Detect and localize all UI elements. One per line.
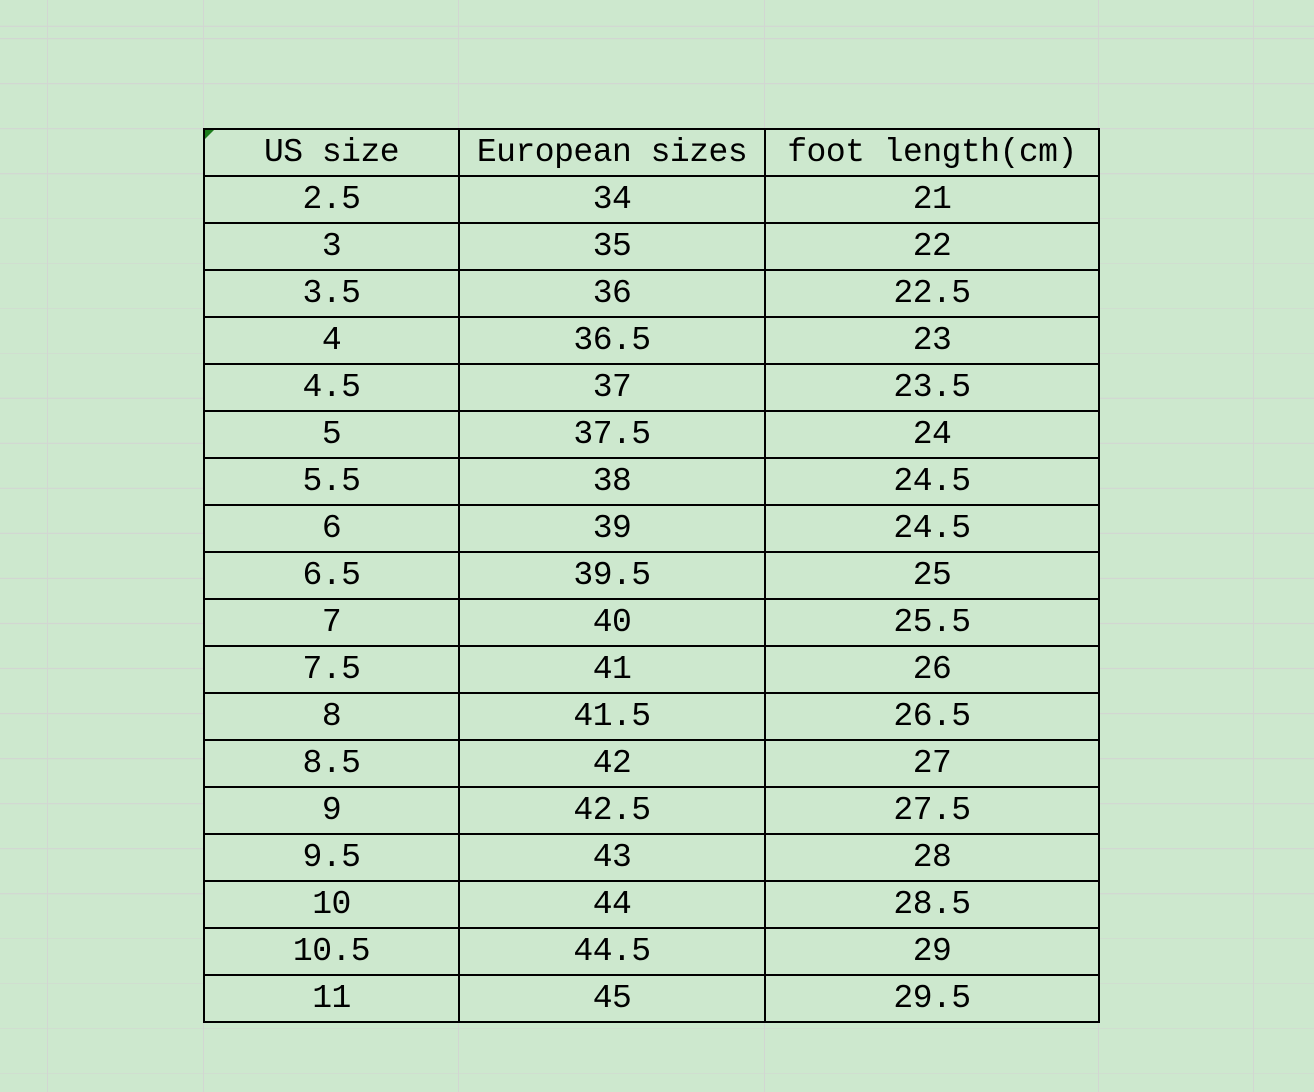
table-cell[interactable]: 28 xyxy=(764,833,1100,882)
table-cell[interactable]: 25 xyxy=(764,551,1100,600)
table-cell[interactable]: 6 xyxy=(203,504,460,553)
table-row: 3.5 36 22.5 xyxy=(203,269,1100,318)
table-cell[interactable]: 42 xyxy=(458,739,766,788)
table-row: 2.5 34 21 xyxy=(203,175,1100,224)
table-cell[interactable]: 9 xyxy=(203,786,460,835)
table-cell[interactable]: 36 xyxy=(458,269,766,318)
table-cell[interactable]: 8.5 xyxy=(203,739,460,788)
table-cell[interactable]: 4.5 xyxy=(203,363,460,412)
column-header[interactable]: foot length(cm) xyxy=(764,128,1100,177)
table-cell[interactable]: 44.5 xyxy=(458,927,766,976)
table-row: 9.5 43 28 xyxy=(203,833,1100,882)
table-row: 8.5 42 27 xyxy=(203,739,1100,788)
table-cell[interactable]: 11 xyxy=(203,974,460,1023)
table-row: 4.5 37 23.5 xyxy=(203,363,1100,412)
table-cell[interactable]: 41.5 xyxy=(458,692,766,741)
gridline-vertical xyxy=(47,0,48,1092)
table-cell[interactable]: 9.5 xyxy=(203,833,460,882)
table-row: 10.5 44.5 29 xyxy=(203,927,1100,976)
table-cell[interactable]: 2.5 xyxy=(203,175,460,224)
shoe-size-conversion-table: US size European sizes foot length(cm) 2.5… xyxy=(203,128,1100,1023)
table-cell[interactable]: 7.5 xyxy=(203,645,460,694)
table-cell[interactable]: 39 xyxy=(458,504,766,553)
table-cell[interactable]: 35 xyxy=(458,222,766,271)
table-row: 4 36.5 23 xyxy=(203,316,1100,365)
table-cell[interactable]: 4 xyxy=(203,316,460,365)
table-row: 6.5 39.5 25 xyxy=(203,551,1100,600)
table-cell[interactable]: 23 xyxy=(764,316,1100,365)
table-cell[interactable]: 34 xyxy=(458,175,766,224)
table-cell[interactable]: 24 xyxy=(764,410,1100,459)
table-cell[interactable]: 23.5 xyxy=(764,363,1100,412)
table-cell[interactable]: 24.5 xyxy=(764,504,1100,553)
table-cell[interactable]: 42.5 xyxy=(458,786,766,835)
table-cell[interactable]: 22.5 xyxy=(764,269,1100,318)
table-row: 11 45 29.5 xyxy=(203,974,1100,1023)
table-cell[interactable]: 25.5 xyxy=(764,598,1100,647)
table-row: 9 42.5 27.5 xyxy=(203,786,1100,835)
table-cell[interactable]: 3.5 xyxy=(203,269,460,318)
table-cell[interactable]: 29.5 xyxy=(764,974,1100,1023)
table-cell[interactable]: 45 xyxy=(458,974,766,1023)
column-header[interactable]: European sizes xyxy=(458,128,766,177)
table-cell[interactable]: 21 xyxy=(764,175,1100,224)
table-cell[interactable]: 26.5 xyxy=(764,692,1100,741)
table-cell[interactable]: 26 xyxy=(764,645,1100,694)
table-row: 3 35 22 xyxy=(203,222,1100,271)
table-cell[interactable]: 27 xyxy=(764,739,1100,788)
table-cell[interactable]: 5 xyxy=(203,410,460,459)
table-row: 6 39 24.5 xyxy=(203,504,1100,553)
table-cell[interactable]: 37 xyxy=(458,363,766,412)
table-cell[interactable]: 8 xyxy=(203,692,460,741)
table-row: 5 37.5 24 xyxy=(203,410,1100,459)
table-row: 5.5 38 24.5 xyxy=(203,457,1100,506)
table-row: 8 41.5 26.5 xyxy=(203,692,1100,741)
table-cell[interactable]: 27.5 xyxy=(764,786,1100,835)
table-cell[interactable]: 28.5 xyxy=(764,880,1100,929)
table-cell[interactable]: 24.5 xyxy=(764,457,1100,506)
table-row: 10 44 28.5 xyxy=(203,880,1100,929)
table-row: 7 40 25.5 xyxy=(203,598,1100,647)
table-cell[interactable]: 37.5 xyxy=(458,410,766,459)
table-cell[interactable]: 38 xyxy=(458,457,766,506)
cell-error-indicator-icon xyxy=(205,130,214,139)
table-cell[interactable]: 41 xyxy=(458,645,766,694)
table-cell[interactable]: 10.5 xyxy=(203,927,460,976)
table-cell[interactable]: 29 xyxy=(764,927,1100,976)
table-cell[interactable]: 3 xyxy=(203,222,460,271)
table-cell[interactable]: 22 xyxy=(764,222,1100,271)
header-row: US size European sizes foot length(cm) xyxy=(203,128,1100,177)
table-cell[interactable]: 10 xyxy=(203,880,460,929)
table-cell[interactable]: 5.5 xyxy=(203,457,460,506)
column-header[interactable]: US size xyxy=(203,128,460,177)
table-cell[interactable]: 40 xyxy=(458,598,766,647)
table-cell[interactable]: 43 xyxy=(458,833,766,882)
table-cell[interactable]: 36.5 xyxy=(458,316,766,365)
table-cell[interactable]: 39.5 xyxy=(458,551,766,600)
table-row: 7.5 41 26 xyxy=(203,645,1100,694)
table-cell[interactable]: 44 xyxy=(458,880,766,929)
table-cell[interactable]: 7 xyxy=(203,598,460,647)
gridline-vertical xyxy=(1253,0,1254,1092)
table-cell[interactable]: 6.5 xyxy=(203,551,460,600)
table-header: US size European sizes foot length(cm) xyxy=(203,128,1100,177)
